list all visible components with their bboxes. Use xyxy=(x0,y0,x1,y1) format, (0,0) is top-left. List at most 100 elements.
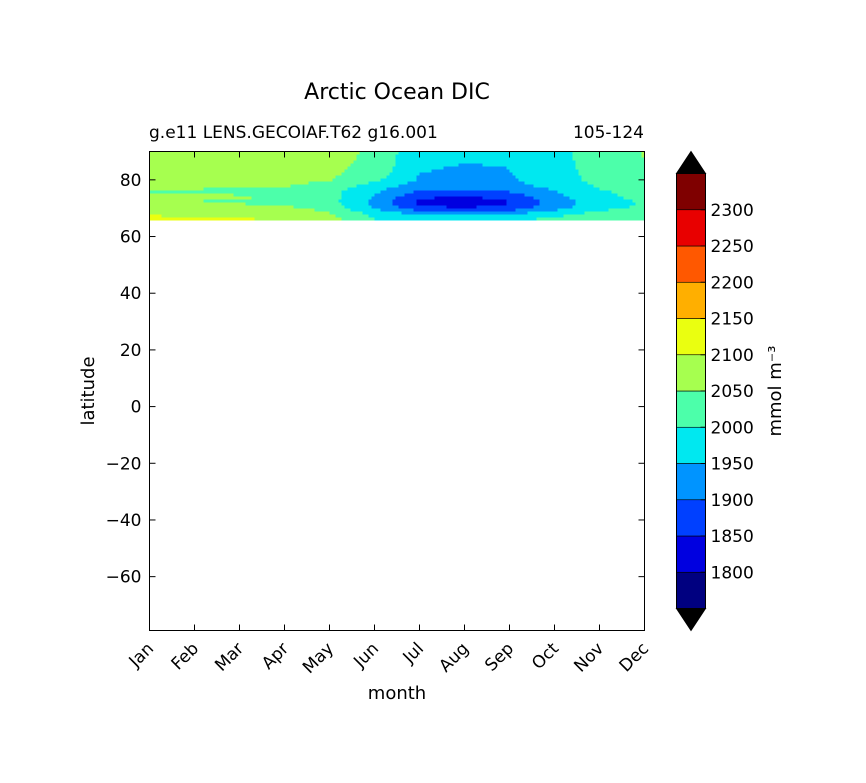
contour-cell xyxy=(194,202,198,206)
contour-cell xyxy=(281,163,285,167)
contour-cell xyxy=(170,217,174,221)
contour-cell xyxy=(599,217,603,221)
contour-cell xyxy=(563,178,567,182)
contour-cell xyxy=(167,163,171,167)
contour-cell xyxy=(620,208,624,212)
contour-cell xyxy=(530,184,534,188)
contour-cell xyxy=(320,208,324,212)
contour-cell xyxy=(494,172,498,176)
contour-cell xyxy=(329,187,333,191)
contour-cell xyxy=(251,178,255,182)
contour-cell xyxy=(590,196,594,200)
contour-cell xyxy=(386,169,390,173)
contour-cell xyxy=(347,187,351,191)
contour-cell xyxy=(245,154,249,158)
contour-cell xyxy=(338,151,342,155)
contour-cell xyxy=(218,208,222,212)
contour-cell xyxy=(362,151,366,155)
contour-cell xyxy=(629,208,633,212)
contour-cell xyxy=(371,190,375,194)
contour-cell xyxy=(503,154,507,158)
contour-cell xyxy=(320,184,324,188)
contour-cell xyxy=(302,151,306,155)
contour-cell xyxy=(443,151,447,155)
contour-cell xyxy=(557,166,561,170)
contour-cell xyxy=(635,178,639,182)
contour-cell xyxy=(458,205,462,209)
contour-cell xyxy=(215,154,219,158)
contour-cell xyxy=(473,187,477,191)
contour-cell xyxy=(272,190,276,194)
contour-cell xyxy=(380,217,384,221)
contour-cell xyxy=(311,157,315,161)
contour-cell xyxy=(626,169,630,173)
contour-cell xyxy=(230,151,234,155)
contour-cell xyxy=(455,175,459,179)
contour-cell xyxy=(197,178,201,182)
colorbar-segment xyxy=(676,499,706,537)
contour-cell xyxy=(365,169,369,173)
contour-cell xyxy=(557,214,561,218)
contour-cell xyxy=(458,217,462,221)
contour-cell xyxy=(224,175,228,179)
contour-cell xyxy=(431,190,435,194)
contour-cell xyxy=(626,199,630,203)
contour-cell xyxy=(593,196,597,200)
contour-cell xyxy=(473,208,477,212)
contour-cell xyxy=(263,196,267,200)
contour-cell xyxy=(317,202,321,206)
contour-cell xyxy=(632,211,636,215)
contour-cell xyxy=(413,202,417,206)
contour-cell xyxy=(638,217,642,221)
contour-cell xyxy=(638,163,642,167)
contour-cell xyxy=(293,169,297,173)
contour-cell xyxy=(368,199,372,203)
contour-cell xyxy=(419,196,423,200)
contour-cell xyxy=(209,187,213,191)
contour-cell xyxy=(497,172,501,176)
contour-cell xyxy=(347,163,351,167)
contour-cell xyxy=(617,187,621,191)
contour-cell xyxy=(368,190,372,194)
contour-cell xyxy=(152,181,156,185)
contour-cell xyxy=(185,163,189,167)
contour-cell xyxy=(341,178,345,182)
contour-cell xyxy=(329,172,333,176)
contour-cell xyxy=(155,175,159,179)
plot-frame xyxy=(149,151,645,631)
contour-cell xyxy=(536,184,540,188)
contour-cell xyxy=(242,214,246,218)
contour-cell xyxy=(194,166,198,170)
contour-cell xyxy=(434,157,438,161)
contour-cell xyxy=(329,175,333,179)
contour-cell xyxy=(365,199,369,203)
contour-cell xyxy=(404,208,408,212)
contour-cell xyxy=(425,205,429,209)
contour-cell xyxy=(149,190,153,194)
contour-cell xyxy=(155,196,159,200)
contour-cell xyxy=(188,160,192,164)
contour-cell xyxy=(620,205,624,209)
contour-cell xyxy=(161,196,165,200)
contour-cell xyxy=(377,208,381,212)
contour-cell xyxy=(569,157,573,161)
contour-cell xyxy=(560,160,564,164)
contour-cell xyxy=(212,151,216,155)
contour-cell xyxy=(164,214,168,218)
contour-cell xyxy=(215,205,219,209)
contour-cell xyxy=(257,184,261,188)
contour-cell xyxy=(596,187,600,191)
contour-cell xyxy=(452,196,456,200)
contour-cell xyxy=(236,214,240,218)
contour-cell xyxy=(557,184,561,188)
contour-cell xyxy=(464,175,468,179)
contour-cell xyxy=(566,154,570,158)
contour-cell xyxy=(209,175,213,179)
contour-cell xyxy=(311,196,315,200)
contour-cell xyxy=(287,172,291,176)
contour-cell xyxy=(236,154,240,158)
contour-cell xyxy=(299,202,303,206)
contour-cell xyxy=(593,175,597,179)
contour-cell xyxy=(473,202,477,206)
contour-cell xyxy=(338,163,342,167)
